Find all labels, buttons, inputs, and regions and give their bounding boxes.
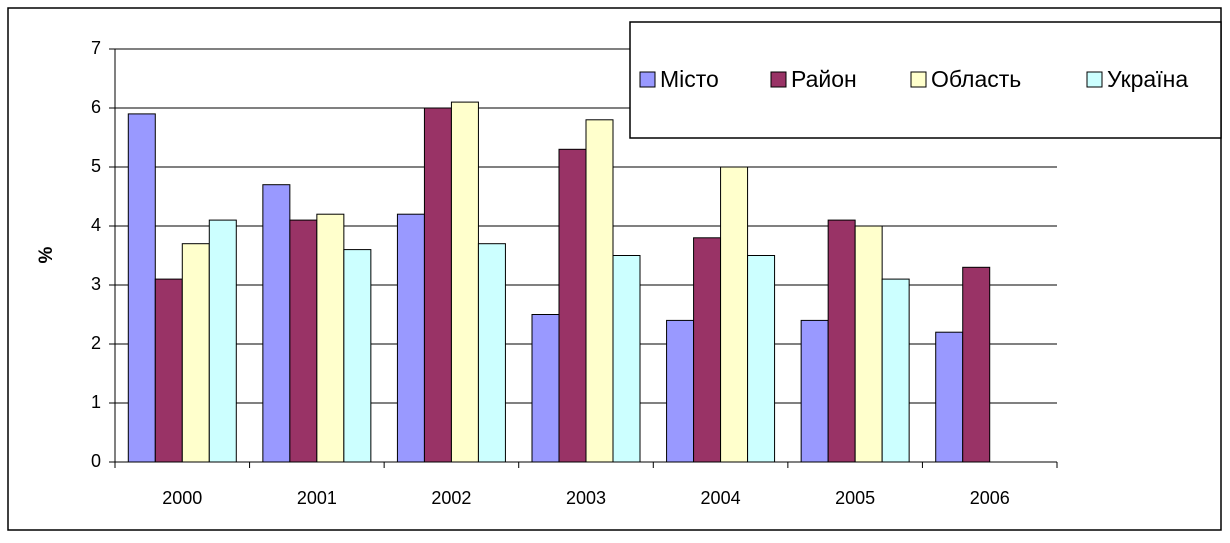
- bar: [962, 266, 991, 463]
- legend-swatch: [1086, 71, 1103, 88]
- bar: [881, 278, 910, 463]
- bar: [612, 255, 641, 463]
- x-tick-label: 2004: [701, 488, 741, 508]
- y-tick-label: 5: [91, 156, 101, 176]
- x-tick-label: 2006: [970, 488, 1010, 508]
- legend-label: Район: [791, 66, 857, 92]
- bar: [154, 278, 183, 463]
- bar: [127, 113, 156, 463]
- bar: [262, 184, 291, 463]
- bar: [720, 166, 749, 463]
- bar: [827, 219, 856, 463]
- y-tick-label: 4: [91, 215, 101, 235]
- legend-label: Область: [931, 66, 1021, 92]
- bar: [423, 107, 452, 463]
- bar: [585, 119, 614, 463]
- bar: [935, 331, 964, 463]
- y-axis-label: %: [36, 246, 57, 263]
- bar: [747, 255, 776, 463]
- bar: [316, 213, 345, 463]
- bar: [666, 319, 695, 463]
- bar: [396, 213, 425, 463]
- x-tick-label: 2005: [835, 488, 875, 508]
- x-tick-label: 2000: [162, 488, 202, 508]
- bar: [800, 319, 829, 463]
- y-tick-label: 1: [91, 392, 101, 412]
- bar: [558, 148, 587, 463]
- bar: [477, 243, 506, 463]
- bar: [693, 237, 722, 463]
- legend-swatch: [639, 71, 656, 88]
- bar: [343, 249, 372, 463]
- bar: [181, 243, 210, 463]
- x-tick-label: 2001: [297, 488, 337, 508]
- x-tick-label: 2003: [566, 488, 606, 508]
- legend-label: Україна: [1107, 66, 1188, 92]
- bar: [208, 219, 237, 463]
- y-tick-label: 3: [91, 274, 101, 294]
- x-tick-label: 2002: [431, 488, 471, 508]
- y-tick-label: 0: [91, 451, 101, 471]
- y-tick-label: 7: [91, 38, 101, 58]
- bar: [289, 219, 318, 463]
- bar: [531, 314, 560, 463]
- bar: [854, 225, 883, 463]
- y-tick-label: 6: [91, 97, 101, 117]
- legend-swatch: [910, 71, 927, 88]
- legend-swatch: [770, 71, 787, 88]
- bar: [450, 101, 479, 463]
- legend-label: Місто: [660, 66, 719, 92]
- y-tick-label: 2: [91, 333, 101, 353]
